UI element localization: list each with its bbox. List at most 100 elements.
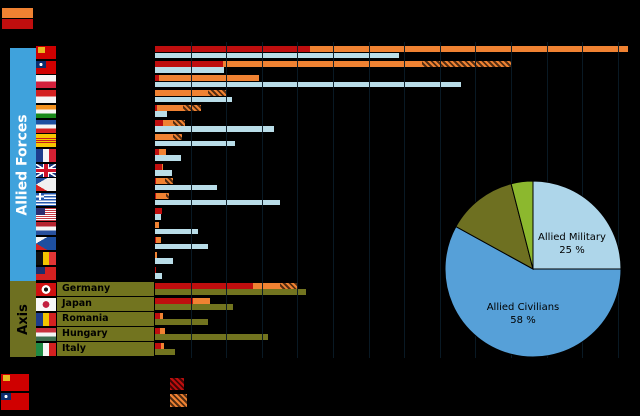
flag-china-icon (36, 60, 56, 74)
flag-romania-icon (36, 312, 56, 326)
pie-label-allied-civilians-value: 58 % (510, 315, 536, 326)
military-deaths-bar (155, 104, 157, 111)
gridline (333, 42, 334, 358)
percent-of-population-bar (155, 111, 167, 117)
chart-row-india: India (0, 104, 640, 119)
military-estimate-range-swatch (170, 378, 184, 390)
country-label: Hungary (57, 327, 154, 341)
flag-india-icon (36, 104, 56, 118)
percent-of-population-bar (155, 199, 280, 205)
pie-label-allied-civilians: Allied Civilians 58 % (470, 301, 576, 327)
country-label: China (62, 61, 93, 73)
military-deaths-bar (155, 266, 156, 273)
civilian-deaths-bar (158, 148, 166, 155)
axis-band: Axis (10, 281, 36, 357)
percent-of-population-bar (155, 289, 307, 295)
flag-usa-icon (36, 207, 56, 221)
chart-row-france: France (0, 148, 640, 163)
civilian-deaths-range-bar (173, 119, 186, 126)
pie-label-allied-military-name: Allied Military (538, 232, 606, 243)
percent-of-population-bar (155, 334, 269, 340)
military-deaths-bar (155, 119, 163, 126)
civilian-deaths-bar (155, 90, 209, 97)
percent-of-population-bar (155, 243, 209, 250)
chart-row-indonesia: Dutch East Indies (0, 89, 640, 104)
chart-row-canada: Canada (0, 266, 640, 281)
percent-of-population-bar (155, 52, 399, 58)
pie-label-allied-military-value: 25 % (559, 245, 585, 256)
country-label: Yugoslavia (62, 120, 120, 131)
country-label: Germany (57, 282, 154, 296)
percent-of-population-bar (155, 96, 232, 103)
civilian-deaths-bar (155, 237, 162, 244)
flag-china-footnote-icon (1, 393, 29, 410)
percent-of-population-bar (155, 170, 172, 176)
percent-of-population-bar (155, 67, 225, 73)
civilian-deaths-bar (161, 163, 163, 170)
flag-ussr-icon (36, 46, 56, 59)
flag-indochina-icon (36, 134, 56, 148)
chart-row-hungary: Hungary (0, 327, 640, 342)
civilian-deaths-bar (309, 46, 629, 52)
gridline (439, 42, 441, 358)
chart-row-netherlands: Netherlands (0, 221, 640, 236)
civilian-deaths-bar (160, 327, 166, 334)
chart-row-romania: Romania (0, 312, 640, 327)
gridline (261, 42, 263, 358)
pie-label-allied-military: Allied Military 25 % (522, 231, 622, 257)
flag-japan-icon (36, 297, 56, 311)
flag-yugoslavia-icon (36, 119, 56, 133)
flag-france-icon (36, 148, 56, 162)
military-deaths-bar (155, 312, 161, 319)
flag-hungary-icon (36, 327, 56, 341)
civilian-deaths-bar (253, 282, 281, 289)
military-deaths-bar (155, 297, 193, 304)
chart-row-philippines: Philippines (0, 177, 640, 192)
civilian-deaths-bar (156, 104, 184, 111)
civilian-deaths-range-bar (208, 90, 227, 97)
country-label: French Indochina (62, 134, 154, 146)
civilian-deaths-bar (155, 134, 173, 141)
flag-greece-icon (36, 193, 56, 206)
flag-indonesia-icon (36, 90, 56, 104)
civilian-deaths-bar (222, 60, 422, 67)
military-deaths-bar (155, 75, 160, 82)
chart-row-japan: Japan (0, 297, 640, 312)
civilian-deaths-bar (155, 251, 157, 258)
civilian-deaths-bar (163, 119, 174, 126)
percent-of-population-bar (155, 140, 236, 147)
country-label: Soviet Union (62, 46, 131, 58)
allied-forces-band: Allied Forces (10, 48, 36, 281)
country-label: Netherlands (62, 222, 128, 234)
country-label: Canada (62, 267, 102, 278)
military-deaths-bar (155, 46, 310, 52)
civilian-estimate-range-swatch (170, 394, 187, 407)
country-label: Poland (62, 75, 99, 87)
military-deaths-swatch (2, 19, 33, 29)
chart-row-belgium: Belgium (0, 251, 640, 266)
percent-of-population-bar (155, 126, 275, 132)
civilian-deaths-range-bar (165, 193, 170, 199)
chart-row-china: China (0, 60, 640, 75)
chart-row-uk: United Kingdom (0, 163, 640, 178)
pie-svg (444, 180, 622, 358)
chart-row-greece: Greece (0, 192, 640, 207)
civilian-deaths-bar (155, 222, 159, 229)
country-label: Japan (57, 297, 154, 311)
flag-netherlands-icon (36, 222, 56, 236)
pie-slice-axis_civilians (510, 180, 534, 270)
pie-slice-allied_military (532, 180, 622, 270)
gridline (368, 42, 370, 358)
country-label: Italy (57, 342, 154, 356)
civilian-deaths-bar (160, 342, 164, 349)
country-label: Philippines (62, 178, 122, 190)
civilian-deaths-range-bar (164, 178, 174, 185)
flag-ussr-footnote-icon (1, 374, 29, 391)
pie-slice-axis_military (455, 183, 534, 270)
military-deaths-bar (155, 193, 156, 199)
military-deaths-bar (155, 342, 161, 349)
percent-of-population-bar (155, 349, 175, 355)
country-label: United Kingdom (62, 164, 149, 176)
civilian-deaths-range-bar (422, 60, 511, 67)
